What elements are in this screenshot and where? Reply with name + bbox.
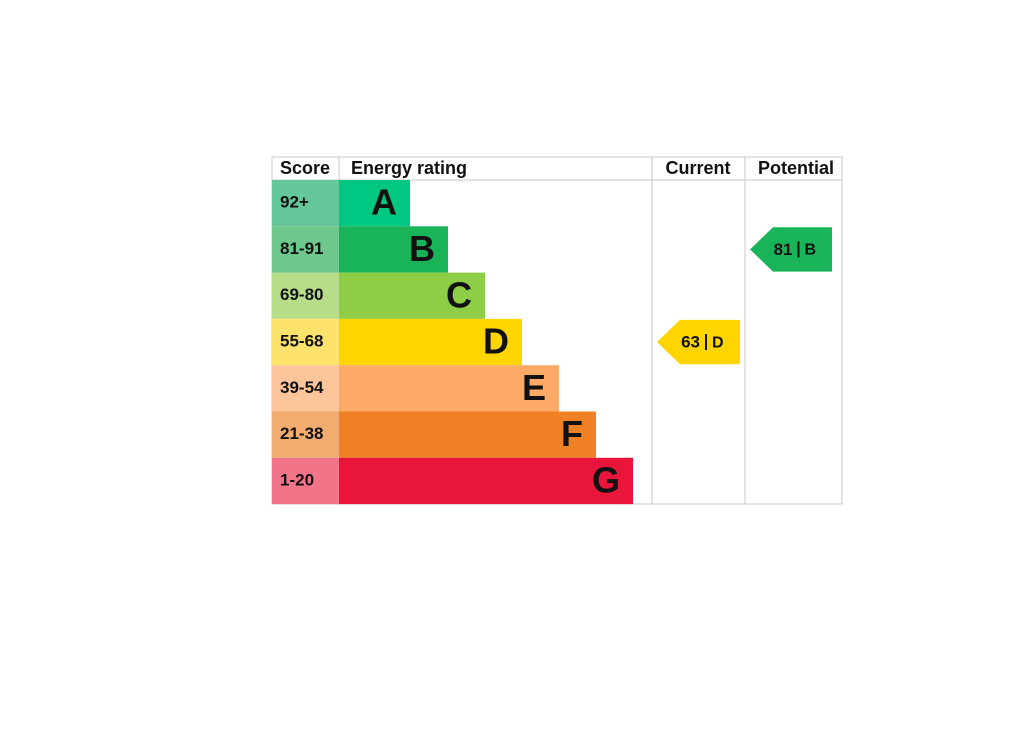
score-range: 39-54	[280, 378, 324, 397]
score-cell	[272, 272, 339, 319]
score-range: 1-20	[280, 470, 314, 489]
rating-bar	[339, 365, 559, 412]
score-cell	[272, 457, 339, 505]
rating-letter: E	[522, 367, 546, 408]
score-cell	[272, 180, 339, 227]
header: Potential	[758, 158, 834, 178]
potential-rating: B	[805, 242, 817, 259]
current-arrow	[657, 319, 740, 365]
current-rating: D	[712, 334, 724, 351]
header: Current	[665, 158, 730, 178]
rating-letter: D	[483, 321, 509, 362]
potential-arrow	[750, 227, 832, 272]
rating-bar	[339, 180, 410, 227]
score-range: 21-38	[280, 424, 323, 443]
rating-letter: F	[561, 413, 583, 454]
potential-score: 81	[774, 240, 793, 259]
header: Energy rating	[351, 158, 467, 178]
rating-bar	[339, 411, 596, 458]
rating-letter: B	[409, 228, 435, 269]
score-range: 81-91	[280, 239, 323, 258]
rating-letter: G	[592, 459, 620, 500]
score-cell	[272, 411, 339, 458]
header: Score	[280, 158, 330, 178]
rating-bar	[339, 318, 522, 366]
score-range: 55-68	[280, 332, 323, 351]
current-score: 63	[681, 333, 700, 352]
score-range: 69-80	[280, 285, 323, 304]
rating-letter: C	[446, 274, 472, 315]
rating-letter: A	[371, 182, 397, 223]
rating-bar	[339, 272, 485, 319]
score-cell	[272, 318, 339, 366]
score-range: 92+	[280, 193, 309, 212]
rating-bar	[339, 457, 633, 505]
score-cell	[272, 365, 339, 412]
rating-bar	[339, 226, 448, 273]
score-cell	[272, 226, 339, 273]
